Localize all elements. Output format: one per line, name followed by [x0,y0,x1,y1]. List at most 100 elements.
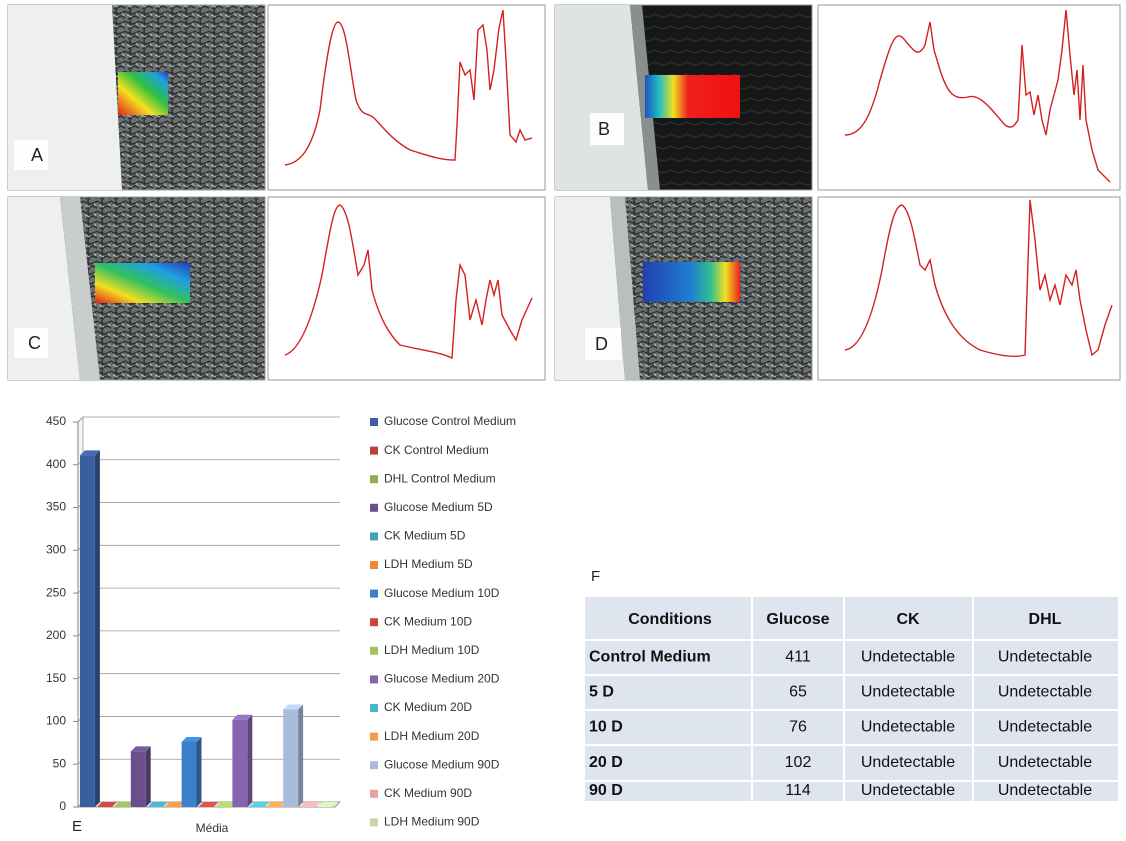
row-label: 90 D [589,782,623,799]
bar-side [94,450,100,807]
table: Conditions Glucose CK DHL Control Medium 411 U… [585,597,1118,801]
bar [130,751,146,807]
row-label: Control Medium [589,649,711,666]
table-cell: Undetectable [998,754,1092,771]
bar-side [196,736,202,807]
legend-label: DHL Control Medium [384,471,496,485]
legend-swatch [370,618,378,627]
micrograph [7,4,266,191]
spectrum [267,4,546,191]
legend-label: CK Medium 90D [384,786,472,800]
table-cell: Undetectable [998,684,1092,701]
legend-label: Glucose Medium 90D [384,757,500,771]
y-tick-label: 400 [46,457,66,471]
legend-label: CK Control Medium [384,443,489,457]
legend-label: LDH Medium 20D [384,729,480,743]
bar-top [164,802,185,807]
legend-swatch [370,818,378,827]
legend-label: Glucose Control Medium [384,414,516,428]
grid-line [77,630,340,637]
bar-top [147,802,168,807]
legend-label: LDH Medium 90D [384,815,480,829]
bar [181,741,197,807]
table-header: CK [896,611,920,628]
row-label: 5 D [589,684,614,701]
table-cell: Undetectable [861,684,955,701]
grid-line [77,416,340,423]
legend-swatch [370,789,378,798]
table-cell: Undetectable [861,782,955,799]
y-tick-label: 50 [53,756,67,770]
table-cell: 76 [789,719,807,736]
bar-top [130,746,151,752]
legend-swatch [370,589,378,598]
y-tick-label: 150 [46,671,66,685]
legend-swatch [370,446,378,455]
bar-side [298,704,304,807]
spectrum [817,196,1121,381]
grid-line [77,544,340,551]
legend-swatch [370,503,378,512]
legend-label: Glucose Medium 20D [384,672,500,686]
spectrum [267,196,546,381]
panel-label: F [591,568,600,585]
bar [232,719,248,807]
bar-top [80,450,100,456]
bar-top [198,802,219,807]
legend-label: LDH Medium 10D [384,643,480,657]
legend-swatch [370,561,378,569]
bar-side [247,714,253,807]
bar-top [283,704,304,710]
legend-label: Glucose Medium 5D [384,500,493,514]
y-tick-label: 200 [46,628,66,642]
y-tick-label: 450 [46,414,66,428]
legend-label: LDH Medium 5D [384,557,473,571]
grid-line [77,587,340,594]
legend-swatch [370,532,378,541]
bar [80,455,95,807]
legend-swatch [370,418,378,426]
x-tick-label: Média [196,821,229,835]
table-cell: Undetectable [861,754,955,771]
legend-label: CK Medium 5D [384,529,466,543]
legend-label: CK Medium 20D [384,700,472,714]
panel-label: E [72,818,82,835]
spectrum [817,4,1121,191]
table-cell: 65 [789,684,807,701]
y-tick-label: 0 [59,799,66,813]
panel-label: B [598,119,610,139]
table-cell: Undetectable [998,782,1092,799]
y-tick-label: 350 [46,500,66,514]
bar-top [300,802,321,807]
bar [283,709,299,807]
legend-swatch [370,732,378,741]
grid-line [77,673,340,679]
grid-line [77,502,340,508]
bar-top [232,714,253,720]
bar-top [249,802,270,807]
bar-top [215,802,236,807]
bar-top [96,802,117,807]
y-tick-label: 250 [46,585,66,599]
table-header: Conditions [628,611,712,628]
bar-top [181,736,202,742]
bar-side [145,746,151,807]
panel-label: A [31,145,43,165]
table-cell: 114 [785,782,811,799]
grid-line [77,459,340,466]
micrograph [554,196,813,381]
table-cell: Undetectable [861,649,955,666]
table-bg [585,597,1118,801]
row-label: 10 D [589,719,623,736]
micrograph [7,196,266,381]
panel-label: C [28,333,41,353]
legend-swatch [370,646,378,655]
legend-label: CK Medium 10D [384,614,472,628]
legend-swatch [370,675,378,684]
legend-swatch [370,475,378,484]
legend-swatch [370,704,378,712]
table-cell: 102 [785,754,812,771]
panel-label: D [595,334,608,354]
bar-top [266,802,287,807]
